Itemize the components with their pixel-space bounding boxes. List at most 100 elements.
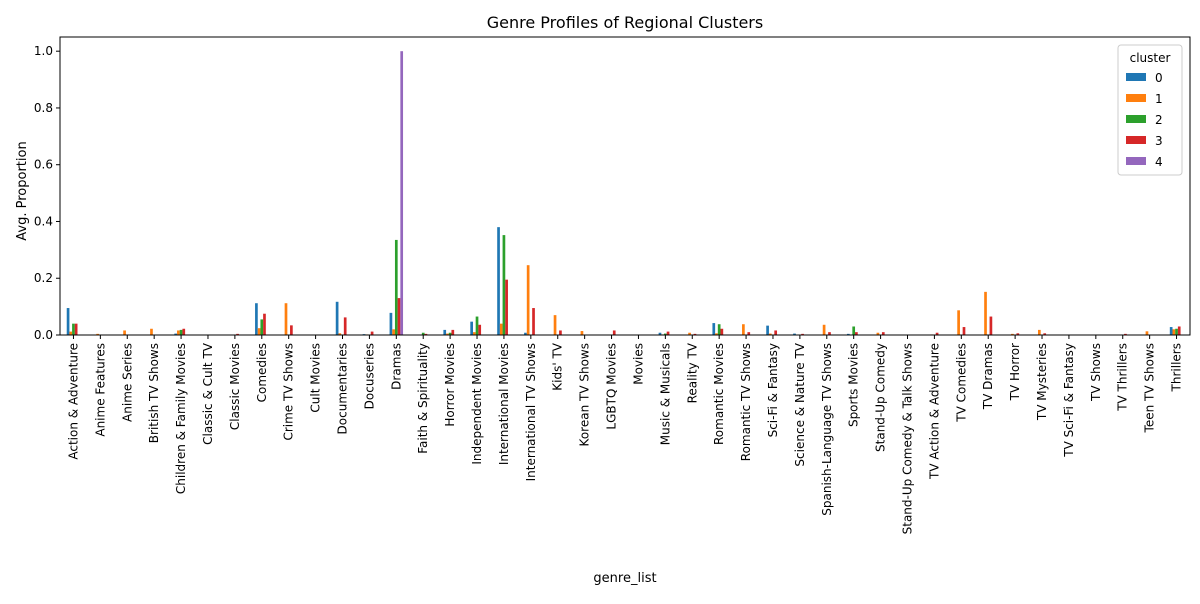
bar-series-3-10 bbox=[343, 317, 347, 335]
x-tick-label: International Movies bbox=[497, 343, 511, 465]
x-tick-label: Stand-Up Comedy bbox=[874, 343, 888, 452]
axes-layer: 0.0 0.2 0.4 0.6 0.8 1.0 Action & Adventure Anim… bbox=[34, 36, 1191, 534]
x-tick-label: Reality TV bbox=[685, 342, 699, 403]
bar-series-1-18 bbox=[553, 315, 557, 335]
x-tick-label: International TV Shows bbox=[524, 343, 538, 481]
bar-series-1-30 bbox=[876, 332, 880, 335]
x-tick-label: British TV Shows bbox=[147, 343, 161, 443]
x-axis-label: genre_list bbox=[593, 571, 656, 586]
x-tick-label: TV Dramas bbox=[981, 343, 995, 410]
bar-series-2-0 bbox=[72, 323, 75, 335]
y-tick-label: 0.2 bbox=[34, 271, 53, 285]
bar-series-3-22 bbox=[666, 331, 670, 335]
bar-series-3-7 bbox=[263, 313, 266, 335]
bar-series-0-4 bbox=[174, 333, 178, 335]
bar-series-3-13 bbox=[424, 333, 428, 335]
bar-series-3-30 bbox=[881, 332, 885, 335]
x-tick-label: Horror Movies bbox=[443, 343, 457, 427]
bar-series-1-12 bbox=[392, 329, 395, 335]
x-tick-label: Movies bbox=[631, 343, 645, 385]
x-tick-label: Classic & Cult TV bbox=[201, 342, 215, 445]
bar-series-3-33 bbox=[962, 327, 966, 335]
y-tick-label: 0.6 bbox=[34, 158, 53, 172]
bar-series-2-13 bbox=[421, 332, 425, 335]
bar-series-0-7 bbox=[255, 303, 258, 335]
bar-series-2-7 bbox=[260, 319, 264, 335]
bar-series-1-40 bbox=[1145, 331, 1149, 335]
bar-series-1-17 bbox=[526, 265, 530, 335]
x-tick-label: Cult Movies bbox=[309, 343, 323, 413]
bar-series-1-34 bbox=[984, 291, 987, 335]
bar-series-3-4 bbox=[182, 328, 186, 335]
bar-series-3-24 bbox=[720, 328, 724, 335]
bar-series-1-2 bbox=[123, 330, 126, 335]
x-tick-label: Classic Movies bbox=[228, 343, 242, 430]
bar-series-1-28 bbox=[822, 324, 826, 335]
bar-series-3-28 bbox=[828, 332, 831, 335]
x-tick-label: Docuseries bbox=[362, 343, 376, 409]
legend-swatch-1 bbox=[1126, 94, 1146, 102]
plot-frame bbox=[59, 36, 1191, 336]
y-tick-label: 1.0 bbox=[34, 44, 53, 58]
bar-series-1-8 bbox=[284, 303, 288, 335]
legend-title: cluster bbox=[1130, 51, 1171, 65]
bar-series-3-17 bbox=[532, 308, 535, 335]
bar-series-2-24 bbox=[717, 324, 721, 335]
bar-series-1-23 bbox=[688, 332, 691, 335]
bar-series-3-23 bbox=[693, 333, 697, 335]
bar-series-2-14 bbox=[448, 332, 452, 335]
bar-series-0-14 bbox=[443, 329, 447, 335]
bar-series-1-25 bbox=[742, 324, 745, 335]
x-tick-label: TV Thrillers bbox=[1116, 343, 1130, 412]
bar-series-0-22 bbox=[658, 332, 662, 335]
bar-series-0-41 bbox=[1169, 327, 1173, 335]
bar-series-3-34 bbox=[989, 316, 993, 335]
bar-series-2-16 bbox=[502, 235, 506, 335]
x-tick-label: TV Shows bbox=[1089, 343, 1103, 402]
bar-series-1-36 bbox=[1037, 329, 1041, 335]
x-tick-label: Documentaries bbox=[336, 343, 350, 434]
bar-series-0-10 bbox=[335, 301, 339, 335]
bar-series-1-41 bbox=[1172, 329, 1176, 335]
bar-series-2-22 bbox=[664, 333, 667, 335]
bar-series-2-12 bbox=[394, 239, 398, 335]
bar-series-0-27 bbox=[793, 333, 796, 335]
bar-series-3-18 bbox=[559, 330, 562, 335]
x-tick-label: Anime Series bbox=[120, 343, 134, 422]
y-tick-label: 0.4 bbox=[34, 214, 53, 228]
x-tick-label: TV Action & Adventure bbox=[927, 343, 941, 480]
x-tick-label: Anime Features bbox=[93, 343, 107, 437]
x-tick-label: Comedies bbox=[255, 343, 269, 402]
bar-series-1-10 bbox=[338, 333, 342, 335]
bar-series-3-39 bbox=[1124, 333, 1127, 335]
legend-label-1: 1 bbox=[1155, 92, 1163, 106]
bar-series-2-15 bbox=[475, 316, 479, 335]
y-tick-label: 0.8 bbox=[34, 101, 53, 115]
x-tick-label: Romantic Movies bbox=[712, 343, 726, 445]
bar-series-3-27 bbox=[801, 333, 804, 335]
bar-series-2-41 bbox=[1175, 328, 1178, 335]
bar-series-3-26 bbox=[774, 330, 778, 335]
y-tick-label: 0.0 bbox=[34, 328, 53, 342]
x-tick-label: Romantic TV Shows bbox=[739, 343, 753, 461]
bar-series-1-1 bbox=[96, 333, 100, 335]
bar-series-3-0 bbox=[74, 323, 78, 335]
bar-series-3-29 bbox=[855, 332, 858, 335]
bar-series-0-26 bbox=[766, 325, 769, 335]
legend-swatch-0 bbox=[1126, 73, 1146, 81]
bar-series-1-35 bbox=[1011, 333, 1014, 335]
bar-series-1-7 bbox=[257, 328, 261, 335]
bar-series-3-12 bbox=[397, 298, 401, 335]
bar-series-1-3 bbox=[150, 328, 153, 335]
x-tick-label: Crime TV Shows bbox=[282, 343, 296, 441]
bar-series-1-33 bbox=[957, 310, 960, 335]
x-tick-label: Kids' TV bbox=[551, 342, 565, 391]
x-tick-label: Sci-Fi & Fantasy bbox=[766, 343, 780, 437]
bar-series-2-4 bbox=[179, 329, 183, 335]
bar-series-0-17 bbox=[524, 332, 527, 335]
bar-series-3-41 bbox=[1177, 326, 1181, 335]
bar-series-2-29 bbox=[852, 326, 856, 335]
bar-series-0-0 bbox=[66, 308, 70, 335]
bar-series-1-26 bbox=[768, 333, 772, 335]
legend: cluster 0 1 2 3 4 bbox=[1117, 44, 1183, 176]
